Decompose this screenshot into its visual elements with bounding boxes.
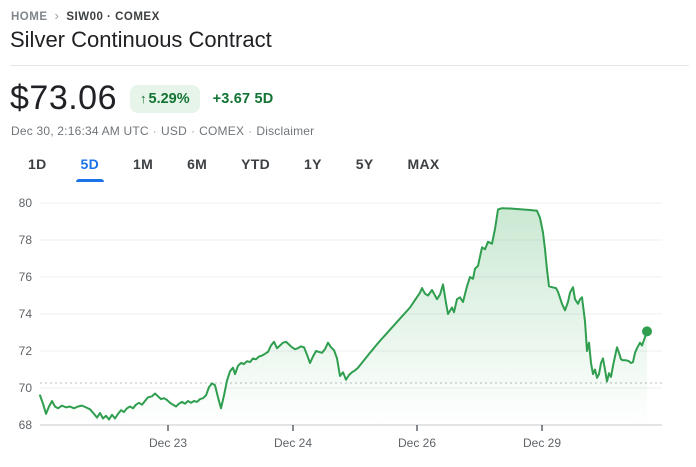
breadcrumb: HOME › SIW00 · COMEX bbox=[11, 8, 160, 23]
x-axis-label: Dec 23 bbox=[149, 436, 187, 450]
change-percent-value: 5.29% bbox=[148, 90, 190, 107]
change-percent-badge: ↑ 5.29% bbox=[130, 84, 200, 113]
tab-max[interactable]: MAX bbox=[407, 156, 440, 172]
x-axis-label: Dec 24 bbox=[274, 436, 312, 450]
breadcrumb-symbol: SIW00 · COMEX bbox=[66, 10, 160, 23]
tab-ytd[interactable]: YTD bbox=[241, 156, 271, 172]
quote-meta-item: COMEX bbox=[199, 124, 245, 138]
y-axis-label: 70 bbox=[19, 381, 33, 395]
quote-meta-item: USD bbox=[161, 124, 187, 138]
x-axis-label: Dec 29 bbox=[523, 436, 561, 450]
price-chart[interactable]: 68 70 72 74 76 78 80 Dec 23 Dec 24 Dec 26 Dec 29 bbox=[0, 190, 696, 467]
up-arrow-icon: ↑ bbox=[140, 91, 147, 106]
meta-separator: · bbox=[152, 124, 157, 138]
y-axis-label: 80 bbox=[19, 196, 33, 210]
change-absolute: +3.67 5D bbox=[212, 90, 274, 107]
last-price-dot bbox=[642, 326, 652, 337]
breadcrumb-home-link[interactable]: HOME bbox=[11, 10, 48, 23]
disclaimer-link[interactable]: Disclaimer bbox=[256, 124, 315, 138]
meta-separator: · bbox=[190, 124, 196, 138]
tab-1y[interactable]: 1Y bbox=[304, 156, 322, 172]
tab-5d[interactable]: 5D bbox=[75, 150, 106, 182]
tab-1d[interactable]: 1D bbox=[28, 156, 47, 172]
area-fill bbox=[40, 208, 647, 425]
quote-meta-item: Dec 30, 2:16:34 AM UTC bbox=[11, 124, 149, 138]
tab-1m[interactable]: 1M bbox=[133, 156, 154, 172]
y-axis-label: 74 bbox=[19, 307, 33, 321]
tab-6m[interactable]: 6M bbox=[187, 156, 208, 172]
range-tabs: 1D 5D 1M 6M YTD 1Y 5Y MAX bbox=[22, 150, 446, 182]
meta-separator: · bbox=[248, 124, 253, 138]
quote-meta: Dec 30, 2:16:34 AM UTC · USD · COMEX · Disclai… bbox=[11, 124, 314, 138]
price-line bbox=[39, 207, 648, 421]
header-divider bbox=[10, 65, 689, 66]
y-axis-label: 76 bbox=[19, 270, 33, 284]
tab-5y[interactable]: 5Y bbox=[355, 156, 374, 172]
quote-row: $73.06 ↑ 5.29% +3.67 5D bbox=[10, 79, 273, 118]
y-axis-label: 68 bbox=[19, 418, 33, 432]
chevron-right-icon: › bbox=[54, 8, 60, 23]
x-axis-label: Dec 26 bbox=[398, 436, 436, 450]
y-axis-label: 72 bbox=[19, 344, 33, 358]
current-price: $73.06 bbox=[10, 79, 117, 117]
page-title: Silver Continuous Contract bbox=[10, 27, 272, 52]
y-axis-label: 78 bbox=[19, 233, 33, 247]
price-chart-svg: 68 70 72 74 76 78 80 Dec 23 Dec 24 Dec 26 Dec 29 bbox=[19, 196, 662, 450]
